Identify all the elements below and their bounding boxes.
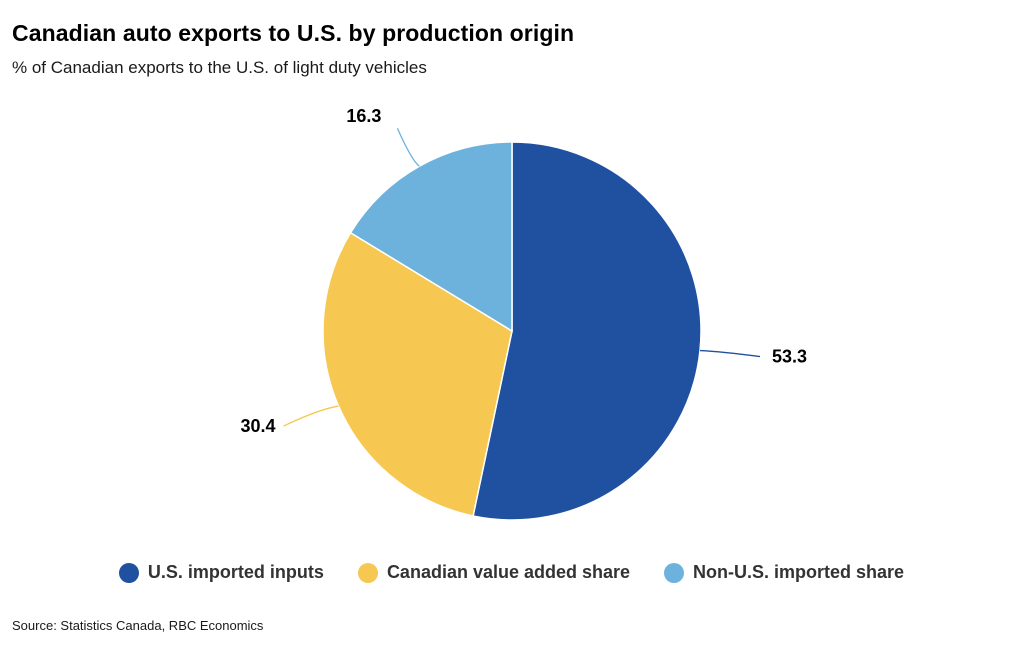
source-note: Source: Statistics Canada, RBC Economics bbox=[12, 618, 264, 633]
data-label-3: 16.3 bbox=[346, 106, 381, 126]
leader-line-3 bbox=[396, 127, 420, 167]
legend-label: Canadian value added share bbox=[386, 562, 631, 582]
data-label-1: 53.3 bbox=[772, 347, 807, 367]
legend-label: Non-U.S. imported share bbox=[693, 562, 905, 582]
legend-item-non-us-imported[interactable]: Non-U.S. imported share bbox=[664, 562, 904, 583]
leader-line-1 bbox=[699, 349, 761, 358]
legend-swatch bbox=[118, 562, 139, 583]
pie-chart: 53.3 30.4 16.3 bbox=[240, 106, 807, 521]
legend-swatch bbox=[357, 562, 378, 583]
legend-swatch bbox=[664, 562, 685, 583]
legend-item-canadian-value-added[interactable]: Canadian value added share bbox=[357, 562, 631, 583]
pie-slice-2[interactable] bbox=[322, 231, 513, 517]
pie-slice-3[interactable] bbox=[349, 141, 513, 333]
leader-line-2 bbox=[283, 405, 339, 427]
pie-slice-1[interactable] bbox=[472, 141, 702, 521]
chart-subtitle: % of Canadian exports to the U.S. of lig… bbox=[12, 58, 427, 77]
legend-item-us-imported-inputs[interactable]: U.S. imported inputs bbox=[118, 562, 324, 583]
legend-label: U.S. imported inputs bbox=[147, 562, 324, 582]
chart-title: Canadian auto exports to U.S. by product… bbox=[12, 20, 575, 46]
data-label-2: 30.4 bbox=[240, 416, 275, 436]
chart-legend: U.S. imported inputs Canadian value adde… bbox=[0, 562, 1023, 583]
